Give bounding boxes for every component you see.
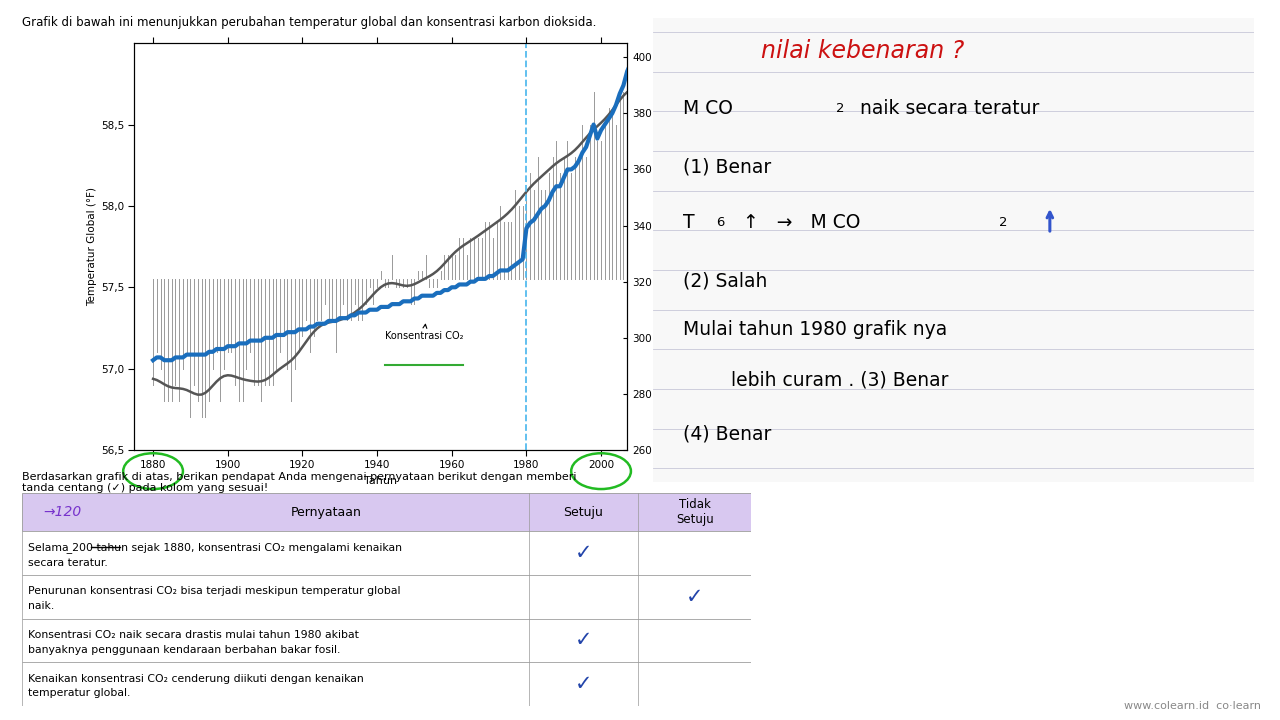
Text: (2) Salah: (2) Salah bbox=[684, 271, 767, 290]
Text: Penurunan konsentrasi CO₂ bisa terjadi meskipun temperatur global: Penurunan konsentrasi CO₂ bisa terjadi m… bbox=[28, 586, 401, 596]
Text: Setuju: Setuju bbox=[563, 506, 603, 519]
Text: Mulai tahun 1980 grafik nya: Mulai tahun 1980 grafik nya bbox=[684, 320, 947, 339]
Text: ✓: ✓ bbox=[575, 543, 593, 563]
Text: Konsentrasi CO₂ naik secara drastis mulai tahun 1980 akibat: Konsentrasi CO₂ naik secara drastis mula… bbox=[28, 630, 358, 640]
Text: lebih curam . (3) Benar: lebih curam . (3) Benar bbox=[731, 371, 948, 390]
Text: naik secara teratur: naik secara teratur bbox=[860, 99, 1039, 118]
FancyBboxPatch shape bbox=[22, 531, 751, 575]
Text: Kenaikan konsentrasi CO₂ cenderung diikuti dengan kenaikan: Kenaikan konsentrasi CO₂ cenderung diiku… bbox=[28, 673, 364, 683]
Text: ✓: ✓ bbox=[575, 630, 593, 650]
Text: Konsentrasi CO₂: Konsentrasi CO₂ bbox=[384, 324, 463, 341]
Y-axis label: Temperatur Global (°F): Temperatur Global (°F) bbox=[87, 187, 96, 306]
FancyBboxPatch shape bbox=[22, 575, 751, 618]
Text: secara teratur.: secara teratur. bbox=[28, 558, 108, 568]
Text: temperatur global.: temperatur global. bbox=[28, 688, 131, 698]
Text: NOAA/NCDC®: NOAA/NCDC® bbox=[563, 505, 627, 514]
Text: M CO: M CO bbox=[684, 99, 732, 118]
Text: naik.: naik. bbox=[28, 601, 54, 611]
Text: ✓: ✓ bbox=[686, 587, 704, 607]
Text: 6: 6 bbox=[716, 216, 724, 229]
Text: Selama ̲200 tahun sejak 1880, konsentrasi CO₂ mengalami kenaikan: Selama ̲200 tahun sejak 1880, konsentras… bbox=[28, 542, 402, 554]
Text: 2: 2 bbox=[998, 216, 1007, 229]
Text: ✓: ✓ bbox=[575, 674, 593, 694]
Text: Berdasarkan grafik di atas, berikan pendapat Anda mengenai pernyataan berikut de: Berdasarkan grafik di atas, berikan pend… bbox=[22, 472, 576, 493]
X-axis label: Tahun: Tahun bbox=[365, 476, 397, 486]
Text: Pernyataan: Pernyataan bbox=[291, 506, 362, 519]
Text: 2: 2 bbox=[836, 102, 845, 114]
Text: →120: →120 bbox=[44, 505, 82, 519]
FancyBboxPatch shape bbox=[22, 493, 751, 531]
Text: Grafik di bawah ini menunjukkan perubahan temperatur global dan konsentrasi karb: Grafik di bawah ini menunjukkan perubaha… bbox=[22, 16, 596, 29]
Text: ↑   →   M CO: ↑ → M CO bbox=[737, 213, 860, 232]
FancyBboxPatch shape bbox=[22, 618, 751, 662]
Text: (1) Benar: (1) Benar bbox=[684, 157, 771, 176]
Text: T: T bbox=[684, 213, 695, 232]
Text: banyaknya penggunaan kendaraan berbahan bakar fosil.: banyaknya penggunaan kendaraan berbahan … bbox=[28, 645, 340, 655]
Text: www.colearn.id  co·learn: www.colearn.id co·learn bbox=[1124, 701, 1261, 711]
Text: Tidak
Setuju: Tidak Setuju bbox=[676, 498, 714, 526]
Text: nilai kebenaran ?: nilai kebenaran ? bbox=[762, 39, 964, 63]
FancyBboxPatch shape bbox=[22, 662, 751, 706]
Text: (4) Benar: (4) Benar bbox=[684, 424, 772, 444]
Y-axis label: Konsentrasi CO₂ (ppm): Konsentrasi CO₂ (ppm) bbox=[655, 187, 666, 306]
